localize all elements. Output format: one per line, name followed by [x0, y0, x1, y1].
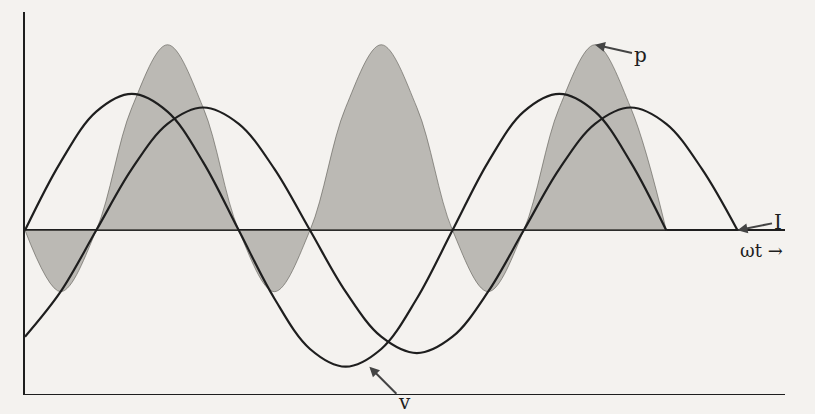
svg-text:ωt →: ωt → [740, 240, 783, 261]
svg-text:v: v [398, 390, 411, 414]
svg-text:I: I [774, 210, 782, 234]
svg-text:p: p [634, 43, 647, 67]
